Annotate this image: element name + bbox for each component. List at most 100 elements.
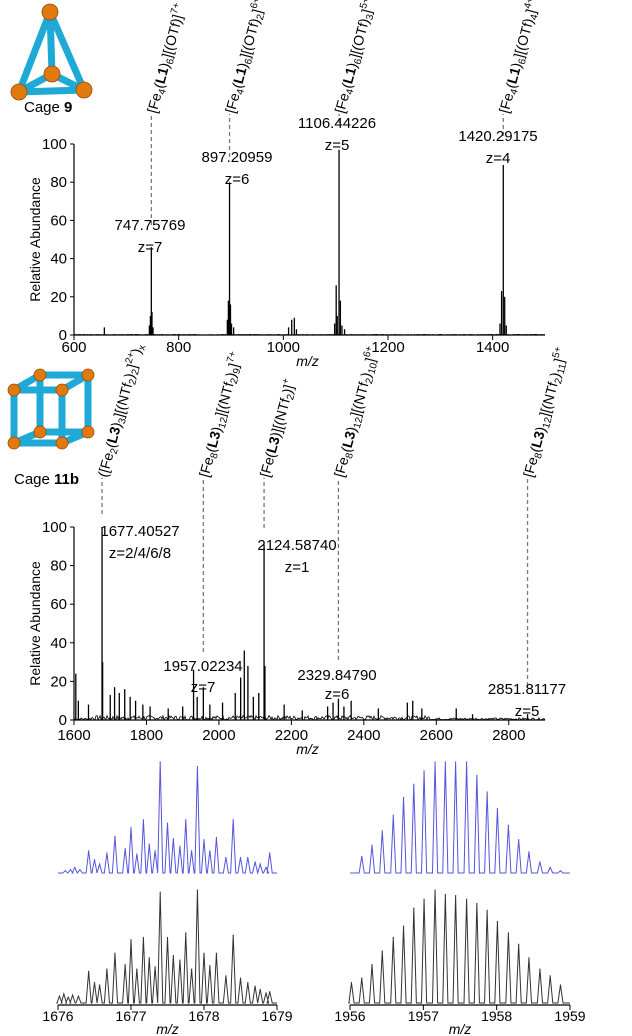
simulated-pattern-peak <box>539 861 541 863</box>
experimental-pattern-peak <box>142 936 145 939</box>
simulated-pattern-peak <box>136 853 138 855</box>
experimental-pattern-peak <box>114 952 116 954</box>
simulated-pattern <box>58 761 277 875</box>
simulated-pattern-peak <box>549 866 551 869</box>
simulated-pattern-peak <box>209 850 211 852</box>
assignment-label: [Fe4(L1)6][(OTf)3]5+ <box>331 0 381 116</box>
x-tick-label: 1678 <box>188 1008 219 1024</box>
peak-charge-label: z=1 <box>285 559 310 576</box>
x-tick-label: 1958 <box>481 1008 512 1024</box>
experimental-pattern-peak <box>549 975 551 977</box>
simulated-pattern-peak <box>269 852 271 854</box>
experimental-pattern-peak <box>72 994 74 996</box>
x-tick-label: 2200 <box>275 727 308 744</box>
y-tick-label: 40 <box>50 635 67 652</box>
simulated-pattern-peak <box>455 761 457 763</box>
experimental-pattern-peak <box>486 909 488 911</box>
simulated-pattern-peak <box>99 863 101 865</box>
simulated-pattern-peak <box>496 808 498 810</box>
assignment-label: [Fe(L3)][(NTf2)]+ <box>256 377 301 480</box>
experimental-pattern-peak <box>67 996 69 998</box>
experimental-pattern-peak <box>136 968 138 970</box>
experimental-pattern-peak <box>225 975 227 977</box>
simulated-pattern-peak <box>79 869 81 871</box>
simulated-pattern-peak <box>254 861 256 863</box>
simulated-pattern-peak <box>259 863 261 865</box>
simulated-pattern-peak <box>203 839 205 841</box>
experimental-pattern-peak <box>254 985 256 987</box>
experimental-pattern-peak <box>402 925 405 927</box>
simulated-pattern-peak <box>124 847 126 850</box>
experimental-pattern-peak <box>507 932 509 934</box>
baseline-noise <box>73 714 546 722</box>
simulated-pattern-peak <box>239 856 242 859</box>
assignment-label: [Fe8(L3)12][(NTf2)9]7+ <box>195 350 248 480</box>
y-tick-label: 40 <box>50 251 67 268</box>
experimental-pattern-peak <box>154 966 156 968</box>
simulated-pattern-peak <box>190 850 193 852</box>
isotope-chart-1957: 1956 1957 1958 1959 m/z <box>334 761 586 1036</box>
experimental-pattern-peak <box>203 952 205 954</box>
y-tick-label: 0 <box>59 327 67 344</box>
experimental-pattern-peak <box>215 952 218 954</box>
simulated-pattern-peak <box>64 870 66 872</box>
experimental-pattern-peak <box>130 939 132 941</box>
simulated-pattern-peak <box>225 856 227 859</box>
experimental-pattern-peak <box>518 943 520 945</box>
simulated-pattern-peak <box>392 814 394 816</box>
x-tick-label: 1200 <box>371 339 404 356</box>
experimental-pattern-peak <box>444 893 446 896</box>
simulated-pattern-peak <box>413 783 415 785</box>
experimental-pattern-peak <box>381 950 383 952</box>
experimental-pattern-peak <box>259 988 261 991</box>
experimental-pattern-peak <box>528 957 530 959</box>
simulated-pattern-peak <box>528 851 530 853</box>
simulated-pattern-peak <box>402 796 405 799</box>
ms-chart-cage-9: 0 20 40 60 80 100 600 800 1000 1200 1400 m/z Relativ… <box>27 0 545 369</box>
experimental-pattern-peak <box>476 902 478 905</box>
experimental-pattern-peak <box>106 968 108 970</box>
x-tick-label: 1800 <box>130 727 163 744</box>
assignment-label: ([Fe2(L3)3][(NTf2)2]2+)x <box>94 342 149 480</box>
x-tick-label: 1600 <box>57 727 90 744</box>
experimental-pattern-peak <box>559 984 562 986</box>
experimental-pattern-peak <box>392 936 394 939</box>
experimental-pattern-peak <box>196 889 199 891</box>
simulated-pattern-peak <box>88 850 90 852</box>
x-tick-label: 1679 <box>261 1008 292 1024</box>
experimental-pattern-peak <box>434 889 436 891</box>
experimental-pattern-peak <box>455 895 457 897</box>
y-tick-label: 20 <box>50 673 67 690</box>
peak-charge-label: z=5 <box>325 137 350 154</box>
simulated-pattern-peak <box>172 837 174 840</box>
peak-mz-label: 1106.44226 <box>298 115 376 132</box>
simulated-pattern-peak <box>466 761 468 763</box>
simulated-pattern-peak <box>185 819 187 821</box>
x-tick-label: 800 <box>166 339 191 356</box>
x-axis-label: m/z <box>156 1021 179 1036</box>
peak-charge-label: z=7 <box>191 679 216 696</box>
experimental-pattern-peak <box>232 934 234 936</box>
assignment-label: [Fe4(L1)6][(OTf)4]4+ <box>495 0 545 116</box>
simulated-pattern-peak <box>371 844 373 846</box>
peak-mz-label: 897.20959 <box>202 149 273 166</box>
peak-charge-label: z=6 <box>225 171 250 188</box>
x-tick-label: 1677 <box>115 1008 146 1024</box>
cage-9-label: Cage 9 <box>24 99 72 116</box>
peak-charge-label: z=5 <box>515 703 540 720</box>
assignment-label: [Fe4(L1)6][(OTf)]7+ <box>143 1 192 115</box>
experimental-pattern-peak <box>185 932 187 934</box>
ms-chart-cage-11b: 0 20 40 60 80 100 1600 1800 2000 2200 2400 2600 2800… <box>27 342 573 757</box>
x-tick-label: 600 <box>61 339 86 356</box>
experimental-pattern-peak <box>361 977 363 979</box>
experimental-pattern-peak <box>350 982 353 984</box>
simulated-pattern-peak <box>114 835 116 837</box>
experimental-pattern-peak <box>124 963 126 966</box>
peak-mz-label: 1677.40527 <box>100 523 179 540</box>
x-tick-label: 1959 <box>554 1008 585 1024</box>
y-tick-label: 0 <box>59 712 67 729</box>
y-tick-label: 20 <box>50 289 67 306</box>
experimental-pattern-peak <box>413 907 415 909</box>
assignment-label: [Fe8(L3)12][(NTf2)11]5+ <box>519 345 573 479</box>
